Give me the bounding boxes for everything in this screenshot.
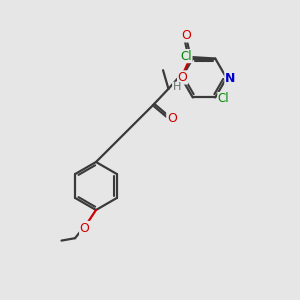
Text: O: O (167, 112, 177, 125)
Text: O: O (178, 71, 188, 84)
Text: O: O (80, 221, 89, 235)
Text: H: H (173, 82, 181, 92)
Text: Cl: Cl (180, 50, 192, 63)
Text: Cl: Cl (218, 92, 230, 106)
Text: N: N (225, 71, 235, 85)
Text: O: O (182, 29, 191, 42)
